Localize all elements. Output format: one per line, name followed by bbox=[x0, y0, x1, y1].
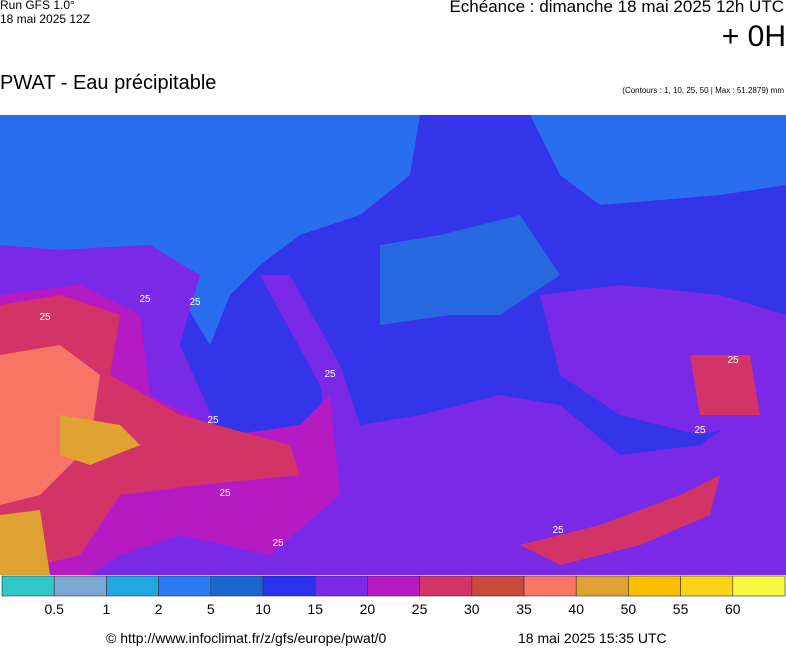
title: PWAT - Eau précipitable bbox=[0, 72, 217, 94]
legend-label: 1 bbox=[103, 601, 111, 617]
legend: 0.5 1 2 5 10 15 20 25 30 35 40 50 55 60 bbox=[1, 575, 786, 617]
legend-swatch bbox=[210, 575, 264, 597]
contour-label: 25 bbox=[39, 312, 51, 323]
map: 25 25 25 25 25 25 25 25 25 25 bbox=[0, 115, 786, 575]
legend-swatch bbox=[158, 575, 212, 597]
legend-swatch bbox=[680, 575, 734, 597]
legend-label: 15 bbox=[307, 601, 323, 617]
legend-label: 10 bbox=[255, 601, 271, 617]
region bbox=[690, 355, 760, 415]
lead-time: + 0H bbox=[721, 20, 786, 53]
legend-label: 5 bbox=[207, 601, 215, 617]
legend-swatch bbox=[575, 575, 629, 597]
legend-swatch bbox=[106, 575, 159, 597]
legend-label: 30 bbox=[464, 601, 480, 617]
legend-swatch bbox=[314, 575, 368, 597]
contour-label: 25 bbox=[727, 355, 739, 366]
contour-label: 25 bbox=[207, 415, 219, 426]
legend-label: 0.5 bbox=[44, 601, 64, 617]
run-date: 18 mai 2025 12Z bbox=[0, 12, 91, 26]
contour-label: 25 bbox=[189, 297, 201, 308]
region bbox=[0, 345, 100, 505]
contour-label: 25 bbox=[324, 369, 336, 380]
legend-swatch bbox=[523, 575, 577, 597]
legend-label: 25 bbox=[412, 601, 428, 617]
region bbox=[380, 215, 560, 325]
legend-swatch bbox=[53, 575, 107, 597]
legend-swatch bbox=[367, 575, 420, 597]
legend-label: 50 bbox=[621, 601, 637, 617]
contour-label: 25 bbox=[272, 538, 284, 549]
valid-time: Echéance : dimanche 18 mai 2025 12h UTC bbox=[449, 0, 784, 16]
run: Run GFS 1.0° bbox=[0, 0, 75, 12]
legend-swatch bbox=[419, 575, 473, 597]
legend-swatch bbox=[471, 575, 525, 597]
legend-swatch bbox=[1, 575, 55, 597]
footer-date: 18 mai 2025 15:35 UTC bbox=[518, 630, 667, 646]
legend-label: 20 bbox=[360, 601, 376, 617]
region bbox=[60, 415, 140, 465]
footer-url: © http://www.infoclimat.fr/z/gfs/europe/… bbox=[106, 630, 387, 646]
region bbox=[0, 510, 50, 575]
region bbox=[520, 475, 720, 565]
region bbox=[0, 115, 420, 345]
contours-note: (Contours : 1, 10, 25, 50 | Max : 51.287… bbox=[622, 86, 784, 95]
legend-swatch bbox=[732, 575, 786, 597]
legend-label: 60 bbox=[725, 601, 741, 617]
legend-label: 40 bbox=[568, 601, 584, 617]
region bbox=[530, 115, 786, 205]
legend-label: 55 bbox=[673, 601, 689, 617]
contour-label: 25 bbox=[139, 294, 151, 305]
legend-label: 2 bbox=[155, 601, 163, 617]
contour-label: 25 bbox=[694, 425, 706, 436]
contour-label: 25 bbox=[552, 525, 564, 536]
legend-swatch bbox=[262, 575, 316, 597]
contour-label: 25 bbox=[219, 488, 231, 499]
legend-label: 35 bbox=[516, 601, 532, 617]
legend-swatch bbox=[628, 575, 681, 597]
